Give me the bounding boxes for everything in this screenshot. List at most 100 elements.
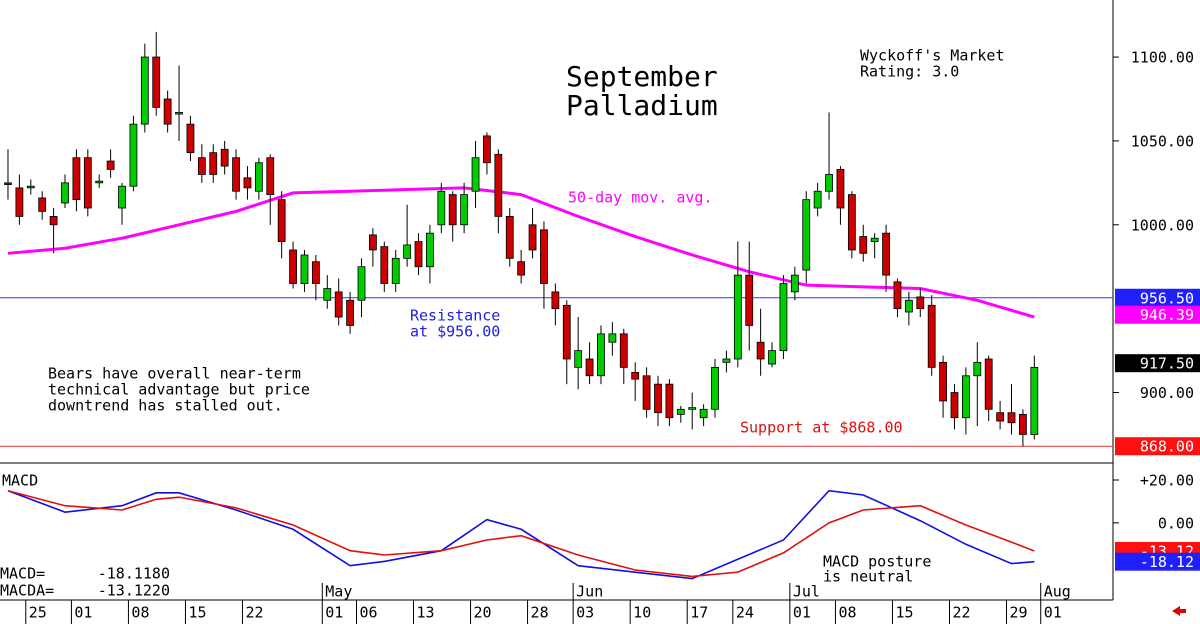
candle-body (756, 341, 765, 360)
candle-body (152, 56, 161, 108)
candle-body (551, 291, 560, 310)
x-tick-label: 22 (245, 604, 263, 622)
candle-body (277, 199, 286, 242)
candle-body (72, 157, 81, 201)
candle-body (608, 333, 617, 343)
candle-body (711, 366, 719, 410)
candle-body (836, 169, 845, 209)
x-tick-label: 22 (952, 604, 970, 622)
candle-body (733, 274, 742, 360)
readout-name: MACDA= (0, 582, 54, 600)
candle-body (494, 153, 503, 217)
candle-body (927, 304, 936, 368)
x-tick-label: 28 (531, 604, 549, 622)
candle-body (26, 185, 35, 189)
candle-body (15, 187, 24, 217)
candle-body (403, 244, 412, 259)
candle-body (289, 249, 297, 284)
rating: Wyckoff's Market (860, 47, 1005, 65)
candle-body (186, 123, 195, 154)
candle-body (870, 237, 879, 242)
candle-body (140, 56, 149, 125)
macd-note: MACD posture (823, 553, 931, 571)
candle-body (847, 194, 856, 251)
candle-body (129, 123, 138, 187)
candle-body (984, 358, 993, 410)
candle-body (699, 408, 708, 419)
candle-body (790, 274, 799, 293)
candle-body (540, 229, 548, 284)
candle-body (1030, 366, 1039, 435)
candle-body (802, 199, 811, 271)
candle-body (893, 281, 902, 310)
x-tick-label: 24 (736, 604, 754, 622)
candle-body (916, 296, 925, 310)
price-badge (1115, 288, 1200, 307)
candle-body (505, 216, 514, 259)
x-tick-label: 15 (188, 604, 206, 622)
chart-title: September (566, 60, 718, 93)
candle-body (562, 304, 571, 360)
x-tick-label: 08 (131, 604, 149, 622)
price-badge (1115, 437, 1200, 456)
candle-body (266, 157, 275, 195)
candle-body (517, 261, 526, 276)
candle-body (38, 197, 47, 212)
candle-body (882, 232, 890, 276)
candle-body (585, 358, 594, 377)
moving-average (7, 186, 1035, 319)
x-tick-label: 01 (793, 604, 811, 622)
candle-body (950, 392, 959, 419)
candle-body (1007, 412, 1016, 424)
badge-label: -18.12 (1140, 553, 1194, 571)
rating: Rating: 3.0 (860, 63, 959, 81)
comment: technical advantage but price (48, 381, 310, 399)
macd-note: is neutral (823, 568, 913, 586)
x-tick-label: 29 (1010, 604, 1028, 622)
candle-body (197, 157, 206, 175)
candle-body (243, 177, 252, 189)
x-tick-label: 17 (690, 604, 708, 622)
candle-body (722, 358, 731, 363)
y-tick-label: 1100.00 (1131, 49, 1194, 67)
macd-label: MACD (2, 472, 38, 490)
candle-body (334, 291, 343, 318)
candle-body (380, 246, 389, 284)
readout-value: -18.1180 (98, 565, 170, 583)
x-tick-label: 20 (474, 604, 492, 622)
candle-body (163, 98, 172, 125)
readout-name: MACD= (0, 565, 45, 583)
candle-body (391, 257, 400, 284)
comment: downtrend has stalled out. (48, 397, 283, 415)
candle-body (961, 375, 970, 419)
candle-body (779, 283, 788, 352)
candle-body (676, 408, 685, 415)
candle-body (574, 350, 583, 368)
x-tick-label: 01 (1044, 604, 1062, 622)
month-label: Jul (793, 583, 820, 601)
resistance-label: at $956.00 (410, 323, 500, 341)
candle-body (973, 361, 982, 377)
candle-body (471, 157, 480, 192)
price-badge (1115, 552, 1200, 571)
candle-body (300, 254, 309, 284)
comment: Bears have overall near-term (48, 365, 301, 383)
x-tick-label: 01 (74, 604, 92, 622)
chart-title: Palladium (566, 89, 718, 122)
candle-body (49, 216, 58, 226)
candle-body (414, 241, 423, 268)
x-tick-label: 15 (895, 604, 913, 622)
y-tick-label: 900.00 (1140, 384, 1194, 402)
candle-body (323, 288, 332, 301)
candle-body (597, 333, 605, 377)
candle-body (254, 162, 263, 192)
x-tick-label: 25 (29, 604, 47, 622)
x-tick-label: 13 (417, 604, 435, 622)
candle-body (106, 160, 115, 170)
candle-body (1019, 413, 1027, 435)
badge-label: 956.50 (1140, 289, 1194, 307)
candle-body (688, 407, 697, 410)
badge-label: 917.50 (1140, 355, 1194, 373)
